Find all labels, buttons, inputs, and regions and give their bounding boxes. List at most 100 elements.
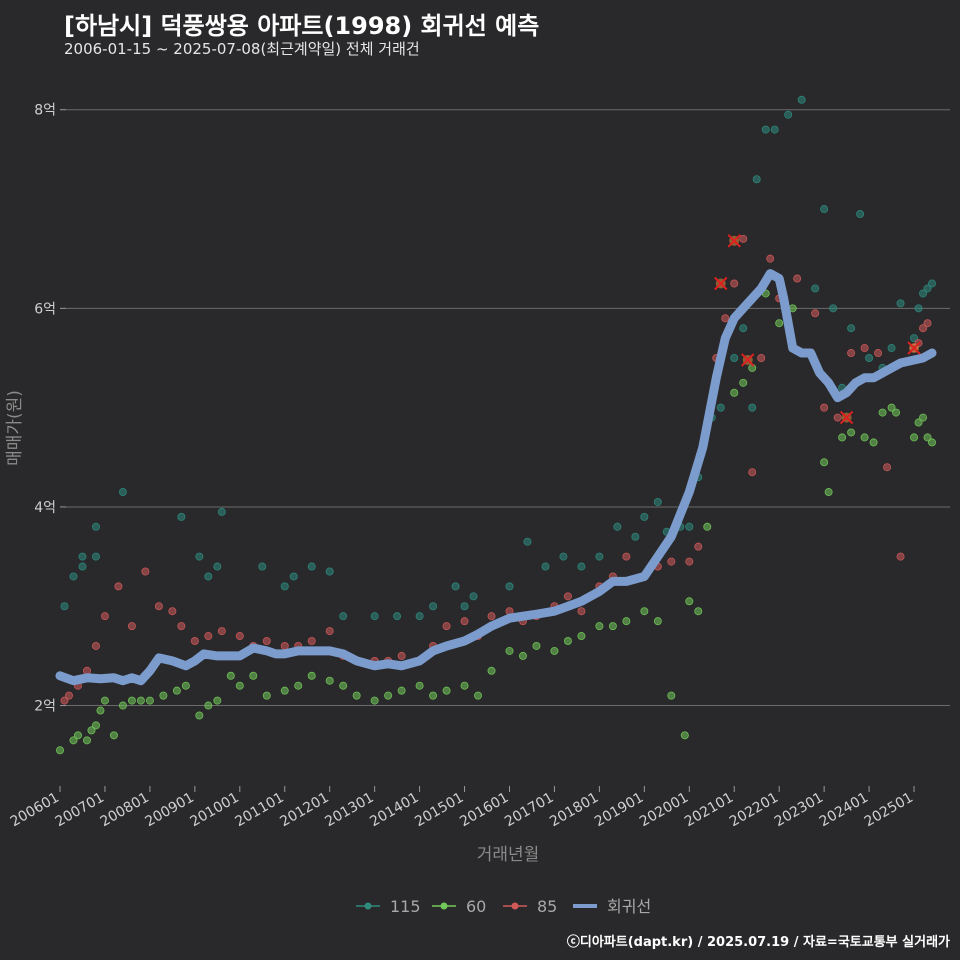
- point-60: [820, 458, 829, 467]
- point-115: [78, 552, 87, 561]
- x-tick-label: 200801: [98, 790, 152, 831]
- point-60: [294, 681, 303, 690]
- point-115: [469, 592, 478, 601]
- point-115: [78, 562, 87, 571]
- point-60: [280, 686, 289, 695]
- point-60: [622, 617, 631, 626]
- point-115: [896, 299, 905, 308]
- point-115: [195, 552, 204, 561]
- x-tick-label: 202401: [817, 790, 871, 831]
- point-85: [622, 552, 631, 561]
- point-115: [217, 507, 226, 516]
- point-60: [685, 597, 694, 606]
- point-115: [393, 612, 402, 621]
- point-115: [325, 567, 334, 576]
- point-85: [577, 607, 586, 616]
- legend-item-115: 115: [356, 897, 421, 916]
- point-115: [258, 562, 267, 571]
- point-60: [775, 319, 784, 328]
- point-60: [325, 676, 334, 685]
- point-115: [685, 522, 694, 531]
- point-85: [190, 637, 199, 646]
- point-85: [325, 627, 334, 636]
- point-60: [487, 666, 496, 675]
- point-60: [181, 681, 190, 690]
- point-60: [653, 617, 662, 626]
- point-85: [739, 234, 748, 243]
- x-tick-label: 201101: [232, 790, 286, 831]
- point-85: [235, 632, 244, 641]
- point-115: [613, 522, 622, 531]
- y-axis: 2억 4억 6억 8억: [34, 103, 66, 715]
- point-115: [847, 324, 856, 333]
- point-85: [91, 641, 100, 650]
- point-85: [168, 607, 177, 616]
- x-tick-label: 201801: [547, 790, 601, 831]
- point-60: [159, 691, 168, 700]
- point-85: [307, 637, 316, 646]
- point-60: [892, 408, 901, 417]
- point-85: [883, 463, 892, 472]
- point-85: [177, 622, 186, 631]
- point-85: [667, 557, 676, 566]
- highlight-marks: [714, 234, 921, 425]
- point-60: [96, 706, 105, 715]
- point-60: [460, 681, 469, 690]
- point-85: [748, 468, 757, 477]
- point-60: [370, 696, 379, 705]
- point-115: [640, 512, 649, 521]
- point-60: [249, 671, 258, 680]
- y-tick-label: 8억: [34, 103, 56, 119]
- y-tick-label: 6억: [34, 301, 56, 317]
- point-85: [757, 353, 766, 362]
- trend-line: [55, 269, 937, 686]
- point-85: [833, 413, 842, 422]
- point-60: [739, 378, 748, 387]
- point-115: [631, 532, 640, 541]
- point-60: [109, 731, 118, 740]
- legend-swatch-dot: [511, 902, 519, 910]
- point-60: [550, 646, 559, 655]
- x-tick-label: 202501: [862, 790, 916, 831]
- point-60: [824, 488, 833, 497]
- point-115: [761, 125, 770, 134]
- point-60: [262, 691, 271, 700]
- point-115: [919, 289, 928, 298]
- point-85: [127, 622, 136, 631]
- legend-item-85: 85: [503, 897, 557, 916]
- point-115: [577, 562, 586, 571]
- point-85: [919, 324, 928, 333]
- point-60: [145, 696, 154, 705]
- point-60: [213, 696, 222, 705]
- x-axis: 2006012007012008012009012010012011012012…: [8, 786, 916, 830]
- legend-item-trend: 회귀선: [573, 897, 651, 916]
- x-tick-label: 202101: [682, 790, 736, 831]
- point-115: [653, 497, 662, 506]
- point-60: [887, 403, 896, 412]
- point-115: [289, 572, 298, 581]
- point-60: [910, 433, 919, 442]
- point-60: [694, 607, 703, 616]
- point-60: [87, 726, 96, 735]
- y-tick-label: 2억: [34, 699, 56, 715]
- point-85: [874, 349, 883, 358]
- x-axis-label: 거래년월: [477, 845, 540, 865]
- point-85: [204, 632, 213, 641]
- x-tick-label: 201201: [277, 790, 331, 831]
- x-tick-label: 202001: [637, 790, 691, 831]
- legend-swatch-dot: [440, 902, 448, 910]
- point-85: [487, 612, 496, 621]
- point-115: [797, 95, 806, 104]
- point-60: [69, 736, 78, 745]
- point-115: [213, 562, 222, 571]
- point-60: [339, 681, 348, 690]
- point-85: [397, 651, 406, 660]
- point-60: [352, 691, 361, 700]
- point-85: [730, 279, 739, 288]
- point-60: [307, 671, 316, 680]
- point-60: [919, 413, 928, 422]
- point-60: [878, 408, 887, 417]
- legend-label: 85: [537, 897, 557, 916]
- point-115: [339, 612, 348, 621]
- point-60: [429, 691, 438, 700]
